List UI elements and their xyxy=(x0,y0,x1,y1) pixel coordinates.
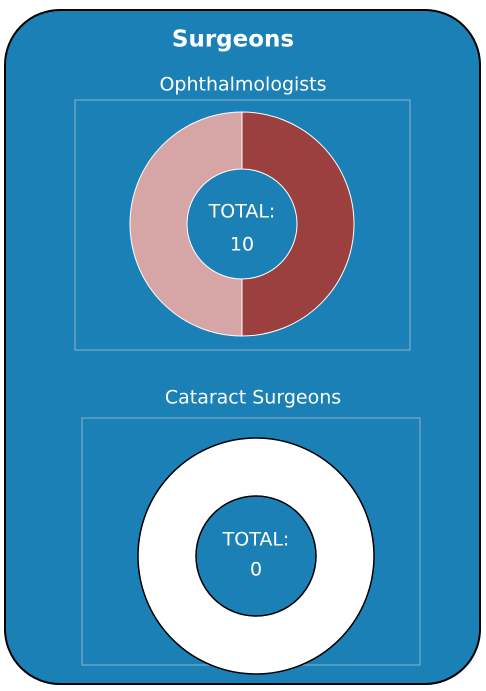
center-label: TOTAL: xyxy=(208,201,276,223)
card-title: Surgeons xyxy=(172,27,294,53)
chart-title: Ophthalmologists xyxy=(159,74,326,96)
donut-segment xyxy=(129,111,243,337)
center-total: 0 xyxy=(250,559,262,581)
donut-segment xyxy=(241,111,355,337)
center-label: TOTAL: xyxy=(222,529,290,551)
card xyxy=(4,9,481,685)
empty-ring xyxy=(137,437,375,675)
chart-panel xyxy=(74,99,411,351)
center-total: 10 xyxy=(230,234,254,256)
chart-title: Cataract Surgeons xyxy=(165,387,341,409)
